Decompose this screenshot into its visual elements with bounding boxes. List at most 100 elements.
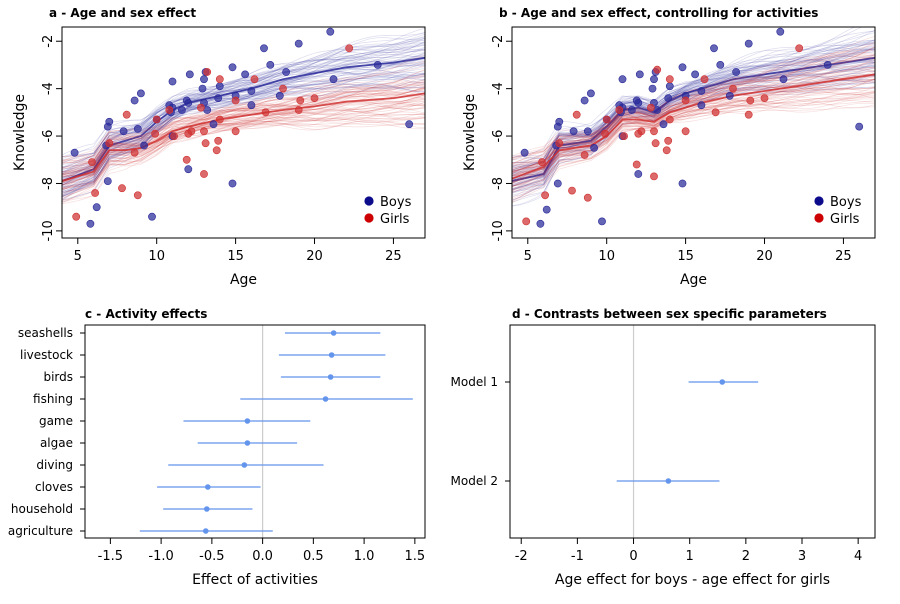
data-point-boys [140, 141, 148, 150]
data-point-girls [310, 94, 319, 102]
y-tick-label: -8 [41, 177, 56, 190]
legend-swatch-girls [364, 213, 374, 223]
posterior-line-girls [512, 79, 875, 204]
data-point-girls [602, 115, 611, 124]
x-tick-label: 15 [677, 249, 694, 264]
data-point-girls [580, 151, 589, 159]
data-point-boys [282, 68, 290, 76]
data-point-girls [665, 75, 674, 84]
data-point-girls [664, 136, 673, 145]
data-point-boys [228, 179, 237, 188]
posterior-line-girls [62, 121, 425, 190]
posterior-line-boys [62, 54, 425, 176]
data-point-boys [634, 99, 643, 107]
posterior-line-girls [512, 96, 875, 176]
data-point-boys [185, 70, 194, 79]
posterior-line-girls [62, 87, 425, 169]
data-point-boys [326, 27, 335, 36]
data-point-girls [650, 127, 658, 136]
data-point-girls [572, 110, 581, 119]
legend-label-boys: Boys [830, 195, 862, 210]
data-point-girls [201, 139, 210, 148]
x-axis-label: Age effect for boys - age effect for gir… [555, 572, 830, 588]
legend-swatch-boys [364, 196, 374, 206]
data-point-girls [296, 96, 305, 105]
data-point-girls [88, 158, 96, 166]
data-point-boys [732, 68, 740, 76]
estimate-point [241, 462, 248, 468]
posterior-line-boys [62, 56, 425, 165]
x-tick-label: 20 [756, 249, 773, 264]
posterior-line-girls [512, 51, 875, 164]
estimate-point [719, 379, 726, 385]
data-point-girls [250, 75, 259, 84]
data-point-girls [279, 84, 287, 93]
data-point-boys [200, 75, 208, 84]
data-point-boys [553, 179, 562, 188]
data-point-girls [182, 155, 191, 164]
data-point-girls [615, 106, 624, 114]
posterior-line-girls [62, 81, 425, 190]
posterior-line-boys [512, 56, 875, 167]
y-tick-label: -8 [491, 177, 506, 190]
mean-line-girls [62, 92, 425, 182]
plot-area [512, 27, 875, 207]
x-tick-label: -1.5 [98, 549, 123, 564]
data-point-boys [618, 75, 627, 84]
posterior-line-boys [62, 72, 425, 196]
posterior-line-girls [62, 119, 425, 188]
data-point-boys [555, 117, 564, 126]
posterior-line-girls [512, 98, 875, 183]
data-point-girls [653, 65, 662, 74]
posterior-line-boys [62, 71, 425, 191]
posterior-line-boys [512, 65, 875, 183]
data-point-boys [536, 219, 545, 228]
data-point-girls [729, 84, 737, 93]
posterior-line-girls [62, 89, 425, 189]
x-tick-label: 1.0 [354, 549, 375, 564]
x-tick-label: 25 [835, 249, 852, 264]
posterior-line-boys [512, 81, 875, 180]
posterior-line-girls [62, 101, 425, 178]
data-point-girls [215, 75, 224, 84]
data-point-boys [329, 75, 338, 84]
data-point-boys [405, 120, 414, 129]
y-tick-label: -4 [41, 82, 56, 95]
posterior-line-boys [62, 67, 425, 198]
data-point-girls [637, 127, 646, 136]
data-point-girls [294, 106, 303, 114]
posterior-line-girls [62, 107, 425, 188]
posterior-line-boys [62, 58, 425, 186]
data-point-girls [196, 103, 205, 112]
posterior-line-girls [512, 87, 875, 171]
posterior-line-girls [62, 96, 425, 181]
data-point-boys [177, 106, 186, 114]
posterior-line-girls [62, 62, 425, 173]
posterior-line-boys [62, 73, 425, 198]
data-point-boys [628, 106, 636, 114]
posterior-line-girls [512, 59, 875, 164]
data-point-boys [697, 101, 706, 110]
posterior-line-boys [62, 76, 425, 184]
posterior-line-girls [512, 106, 875, 186]
plot-frame [84, 324, 426, 539]
posterior-line-girls [62, 111, 425, 190]
data-point-girls [214, 136, 223, 145]
posterior-line-boys [62, 86, 425, 186]
posterior-line-boys [512, 68, 875, 172]
data-point-boys [148, 212, 156, 221]
posterior-line-boys [62, 73, 425, 201]
posterior-line-girls [62, 121, 425, 193]
posterior-line-boys [512, 83, 875, 182]
plot-frame [511, 26, 876, 239]
y-tick-label: -2 [491, 35, 506, 48]
posterior-line-girls [62, 104, 425, 176]
data-point-boys [569, 127, 578, 136]
posterior-line-boys [62, 43, 425, 156]
data-point-girls [231, 127, 240, 136]
data-point-boys [266, 61, 275, 69]
category-label: agriculture [8, 524, 73, 538]
posterior-line-boys [512, 47, 875, 171]
legend-label-boys: Boys [380, 195, 412, 210]
data-point-boys [744, 39, 753, 48]
